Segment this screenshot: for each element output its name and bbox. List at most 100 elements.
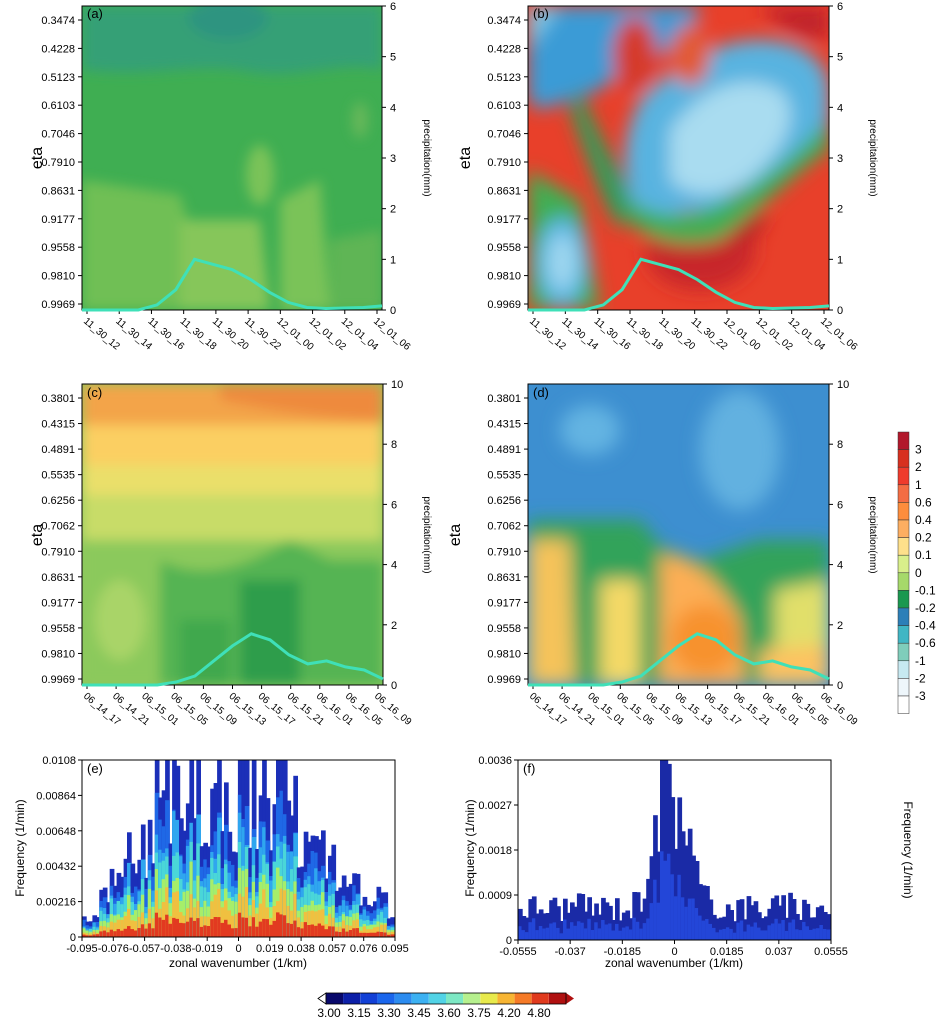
spectrum-band [538, 926, 544, 940]
colorbar-bottom-label: 3.30 [377, 1006, 401, 1020]
spectrum-band [542, 913, 547, 940]
spectrum-band [189, 894, 195, 937]
panel-e-ylabel: Frequency (1/min) [13, 799, 27, 896]
colorbar-bottom-label: 4.20 [497, 1006, 521, 1020]
spectrum-band [663, 760, 669, 940]
spectrum-band [88, 935, 94, 937]
spectrum-band [784, 917, 790, 940]
xtick-label: 0 [671, 946, 677, 958]
spectrum-band [670, 797, 676, 940]
colorbar-right-swatch [897, 590, 910, 609]
colorbar-right-label: 0.2 [915, 531, 932, 545]
spectrum-band [317, 923, 323, 937]
spectrum-band [279, 914, 285, 937]
y2tick-label: 2 [391, 620, 397, 632]
spectrum-band [805, 903, 811, 940]
spectrum-band [224, 900, 229, 937]
panel-b-xticks: 11_30_1211_30_1411_30_1611_30_1811_30_20… [527, 310, 860, 353]
ytick-label: 0.9558 [487, 242, 521, 254]
spectrum-band [220, 922, 226, 937]
spectrum-band [611, 920, 617, 940]
spectrum-band [140, 924, 146, 937]
y2tick-label: 6 [390, 1, 396, 13]
spectrum-band [770, 923, 776, 940]
spectrum-band [677, 797, 683, 940]
spectrum-band [791, 919, 797, 940]
y2tick-label: 0 [837, 305, 843, 317]
colorbar-right-label: -1 [915, 654, 926, 668]
spectrum-band [760, 930, 766, 940]
colorbar-right-label: 0.6 [915, 495, 932, 509]
spectrum-band [189, 917, 195, 937]
spectrum-band [625, 910, 631, 940]
ytick-label: 0.5535 [487, 470, 521, 482]
y2tick-label: 8 [391, 439, 397, 451]
y2tick-label: 6 [837, 499, 843, 511]
spectrum-band [767, 908, 773, 940]
panel-d: (d) 0.3801 0.4315 0.4891 0.5535 0.6256 0.7062… [447, 379, 878, 728]
spectrum-band [684, 845, 689, 940]
spectrum-band [151, 928, 156, 937]
panel-d-yticks: 0.3801 0.4315 0.4891 0.5535 0.6256 0.7062 0.79… [487, 393, 528, 686]
spectrum-band [165, 887, 170, 937]
y2tick-label: 1 [837, 254, 843, 266]
colorbar-bottom-swatch [343, 993, 361, 1004]
colorbar-bottom-swatch [548, 993, 566, 1004]
spectrum-band [819, 925, 825, 940]
spectrum-band [698, 915, 703, 940]
xtick-label: -0.038 [160, 943, 191, 955]
spectrum-band [82, 934, 87, 937]
spectrum-band [144, 928, 150, 937]
y2tick-label: 4 [391, 560, 397, 572]
spectrum-band [819, 905, 825, 940]
spectrum-band [646, 918, 651, 940]
spectrum-band [386, 932, 392, 937]
xtick-label: 0.057 [319, 943, 347, 955]
ytick-label: 0.3474 [41, 15, 75, 27]
colorbar-bottom-swatch [514, 993, 532, 1004]
ytick-label: 0.8631 [41, 185, 75, 197]
spectrum-band [92, 934, 98, 937]
spectrum-band [175, 891, 181, 937]
spectrum-band [154, 912, 160, 937]
panel-b: (b) 0.3474 0.4228 0.5123 0.6103 0.7046 0.7910… [457, 1, 878, 353]
ytick-label: 0.9969 [41, 674, 75, 686]
spectrum-band [597, 914, 603, 940]
spectrum-band [379, 924, 385, 937]
spectrum-band [296, 927, 302, 937]
spectrum-band [673, 848, 679, 940]
spectrum-band [300, 928, 305, 937]
spectrum-band [185, 921, 191, 937]
ytick-label: 0.9810 [41, 271, 75, 283]
spectrum-band [334, 931, 340, 937]
spectrum-band [258, 921, 264, 937]
colorbar-right-label: -0.6 [915, 636, 936, 650]
colorbar-bottom-label: 4.80 [527, 1006, 551, 1020]
ytick-label: 0.7910 [487, 546, 521, 558]
ytick-label: 0.8631 [41, 572, 75, 584]
spectrum-band [545, 927, 551, 940]
spectrum-band [106, 927, 111, 937]
spectrum-band [590, 930, 596, 940]
spectrum-band [701, 885, 707, 940]
spectrum-band [708, 899, 714, 940]
spectrum-band [795, 929, 800, 940]
ytick-label: 0.6103 [41, 100, 75, 112]
spectrum-band [328, 926, 333, 937]
panel-a: (a) 0.3474 0.4228 0.5123 0.6103 0.7046 0.7910… [29, 1, 432, 353]
spectrum-band [677, 874, 683, 940]
spectrum-band [161, 902, 167, 937]
spectrum-band [635, 892, 641, 940]
colorbar-right-swatch [897, 695, 910, 714]
panel-e-yticks: 0 0.00216 0.00432 0.00648 0.00864 0.0108 [36, 755, 82, 944]
spectrum-band [116, 929, 122, 937]
ytick-label: 0.00648 [36, 826, 76, 838]
xtick-label: -0.095 [66, 943, 97, 955]
spectrum-band [583, 928, 589, 940]
spectrum-band [590, 915, 596, 940]
spectrum-band [705, 919, 710, 940]
spectrum-band [618, 920, 624, 940]
panel-d-y2label: precipitation(mm) [867, 496, 878, 573]
panel-d-xticks: 06_14_1706_14_2106_15_0106_15_0506_15_09… [527, 685, 860, 728]
spectrum-band [213, 894, 219, 937]
